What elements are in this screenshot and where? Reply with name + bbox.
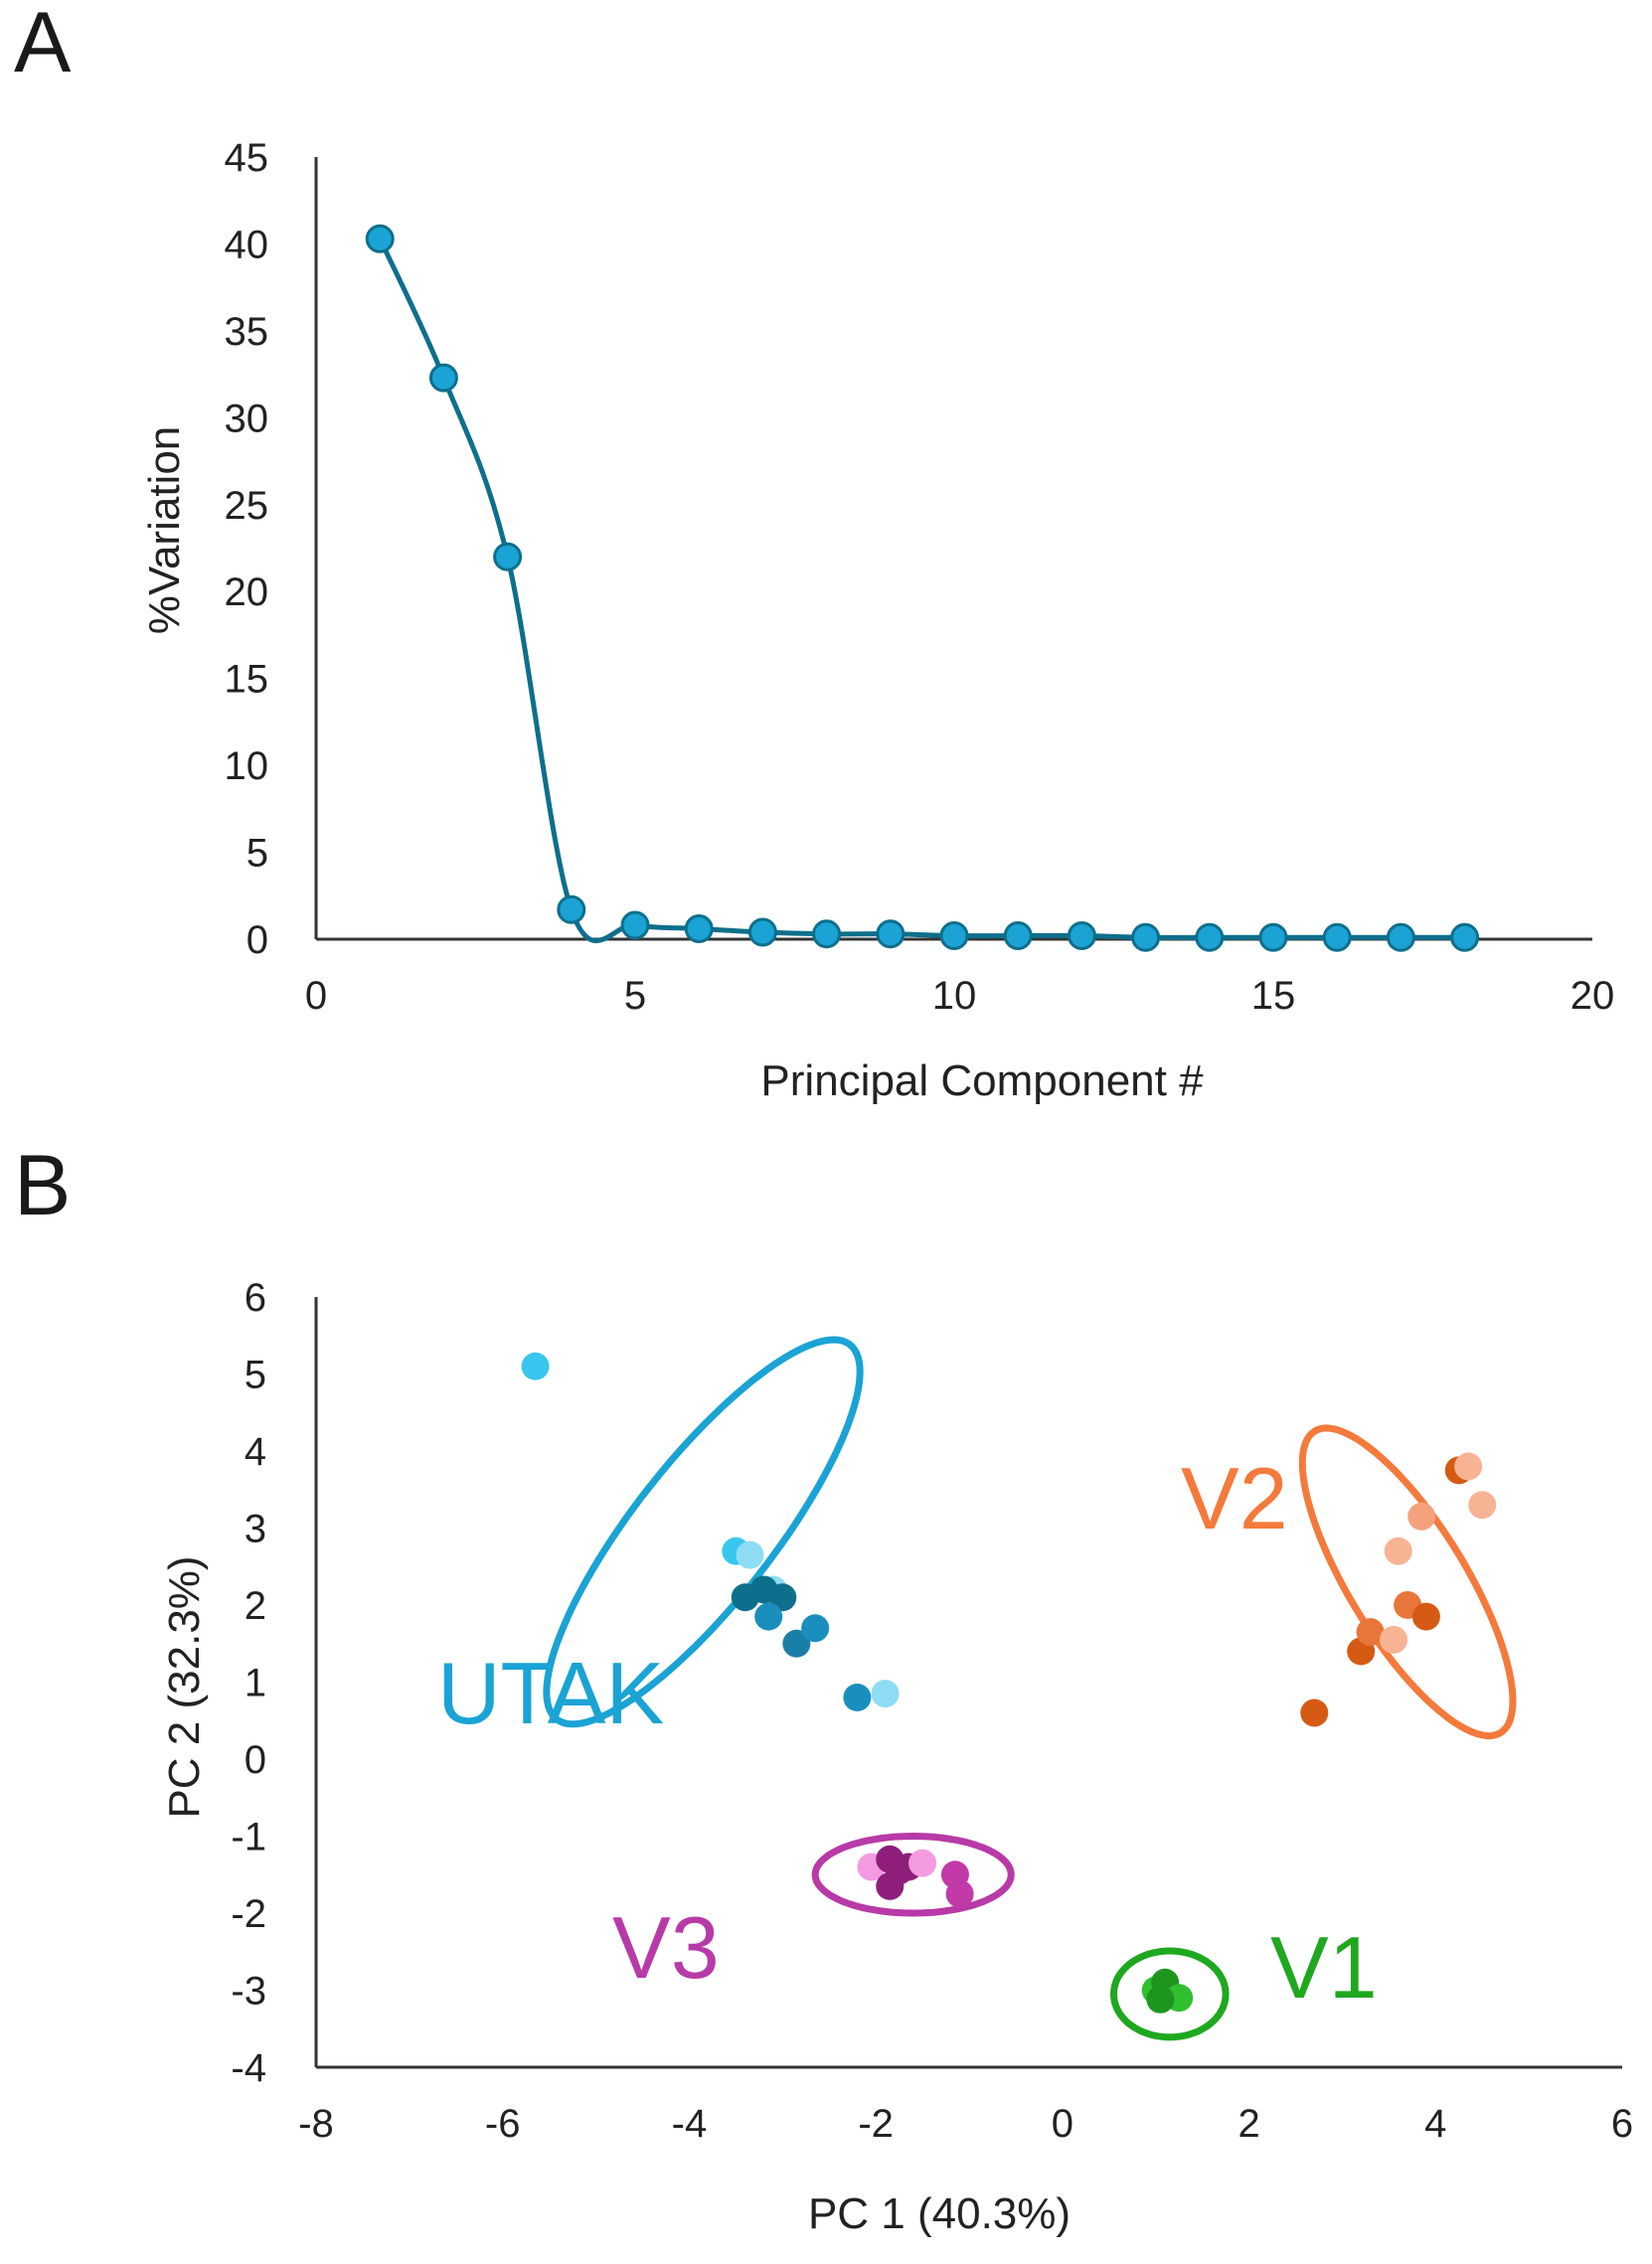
scree-y-ticks: 0 5 10 15 20 25 30 35 40 45 [225, 136, 269, 962]
pca-y-tick-label: 2 [245, 1584, 266, 1628]
pca-x-tick-label: 6 [1611, 2102, 1633, 2146]
group-v3 [815, 1837, 1011, 1914]
pca-x-ticks: -8 -6 -4 -2 0 2 4 6 [298, 2102, 1633, 2146]
pca-y-axis-title: PC 2 (32.3%) [160, 1555, 209, 1818]
scree-point [622, 912, 648, 938]
scatter-point-v2 [1412, 1603, 1440, 1631]
scree-y-axis-title: %Variation [140, 426, 189, 635]
pca-x-axis-title: PC 1 (40.3%) [808, 2189, 1071, 2238]
scree-points [367, 226, 1477, 950]
scree-point [430, 365, 456, 391]
scree-point [749, 919, 775, 945]
scree-plot: 0 5 10 15 20 25 30 35 40 45 0 5 10 15 20 Principal Co… [140, 136, 1614, 1105]
scree-point [495, 544, 521, 569]
scree-line [380, 239, 1464, 940]
scree-point [814, 921, 840, 947]
scree-y-tick-label: 40 [225, 223, 269, 266]
panel-label-b: B [14, 1138, 71, 1233]
pca-y-tick-label: 6 [245, 1276, 266, 1320]
scree-y-tick-label: 0 [247, 918, 268, 962]
scree-x-tick-label: 5 [624, 974, 646, 1018]
pca-y-ticks: -4 -3 -2 -1 0 1 2 3 4 5 6 [231, 1276, 266, 2090]
scree-point [941, 923, 967, 949]
scree-point [1133, 924, 1159, 950]
scree-x-tick-label: 20 [1570, 974, 1615, 1018]
scatter-point-utak [843, 1684, 871, 1711]
scree-point [1197, 924, 1223, 950]
group-v2 [1300, 1428, 1513, 1736]
scatter-point-v3 [909, 1850, 936, 1877]
figure: A B 051015202530354045 0 5 10 15 20 Principa… [0, 0, 1652, 2264]
pca-x-tick-label: 4 [1424, 2102, 1446, 2146]
pca-x-tick-label: 2 [1238, 2102, 1259, 2146]
pca-y-tick-label: 3 [245, 1508, 266, 1551]
scatter-point-v2 [1468, 1491, 1496, 1519]
scree-point [559, 896, 584, 922]
scatter-point-utak [801, 1614, 829, 1642]
scree-y-tick-label: 5 [247, 832, 268, 876]
pca-x-tick-label: -6 [485, 2102, 521, 2146]
scree-point [686, 916, 712, 942]
group-label-v1: V1 [1270, 1918, 1378, 2017]
scree-y-tick-label: 30 [225, 397, 269, 440]
pca-y-tick-label: 5 [245, 1354, 266, 1397]
scree-y-tick-label: 45 [225, 136, 269, 180]
scree-point [1005, 923, 1031, 949]
scatter-point-utak [872, 1680, 900, 1707]
scree-point [878, 921, 904, 947]
pca-x-tick-label: -8 [298, 2102, 334, 2146]
scatter-point-utak [736, 1541, 763, 1569]
scatter-point-v1 [1146, 1986, 1174, 2014]
scree-y-tick-label: 20 [225, 570, 269, 614]
scree-point [1069, 923, 1094, 949]
scree-point [1452, 924, 1478, 950]
group-label-utak: UTAK [437, 1644, 664, 1742]
pca-x-tick-label: 0 [1052, 2102, 1074, 2146]
pca-y-tick-label: -3 [231, 1970, 266, 2014]
panel-label-a: A [14, 0, 72, 90]
group-label-v2: V2 [1181, 1449, 1288, 1547]
scree-x-axis-title: Principal Component # [760, 1056, 1204, 1105]
scatter-point-utak [754, 1603, 782, 1631]
scatter-point-v2 [1454, 1453, 1482, 1481]
pca-scatter-plot: -4 -3 -2 -1 0 1 2 3 4 5 6 -8 -6 -4 -2 0 2 4 6 PC 1 (40.3%… [160, 1276, 1633, 2238]
scatter-point-v2 [1380, 1626, 1407, 1654]
group-ellipse-v2 [1302, 1428, 1513, 1736]
scree-y-tick-label: 25 [225, 484, 269, 528]
pca-y-tick-label: 1 [245, 1662, 266, 1705]
scree-x-tick-label: 15 [1251, 974, 1296, 1018]
scatter-point-v3 [946, 1880, 974, 1908]
scree-y-tick-label: 15 [225, 658, 269, 702]
scatter-point-utak [522, 1353, 550, 1380]
scatter-point-v2 [1385, 1537, 1412, 1565]
scree-point [1324, 924, 1350, 950]
pca-y-tick-label: 4 [245, 1430, 266, 1474]
pca-y-tick-label: -2 [231, 1892, 266, 1936]
scree-x-tick-label: 0 [305, 974, 327, 1018]
scree-y-tick-label: 35 [225, 310, 269, 354]
scatter-point-v2 [1407, 1503, 1435, 1531]
pca-x-tick-label: -4 [672, 2102, 708, 2146]
pca-y-tick-label: -1 [231, 1816, 266, 1860]
group-v1 [1114, 1951, 1227, 2037]
scatter-point-v3 [876, 1872, 904, 1900]
scatter-point-v2 [1300, 1699, 1328, 1727]
scree-point [367, 226, 393, 251]
pca-x-tick-label: -2 [858, 2102, 894, 2146]
scree-point [1388, 924, 1413, 950]
scree-x-tick-label: 10 [932, 974, 977, 1018]
pca-y-tick-label: 0 [245, 1738, 266, 1782]
scree-point [1260, 924, 1286, 950]
group-label-v3: V3 [612, 1898, 720, 1997]
scree-y-tick-label: 10 [225, 744, 269, 788]
pca-y-tick-label: -4 [231, 2046, 266, 2090]
scree-x-ticks: 0 5 10 15 20 [305, 974, 1614, 1018]
